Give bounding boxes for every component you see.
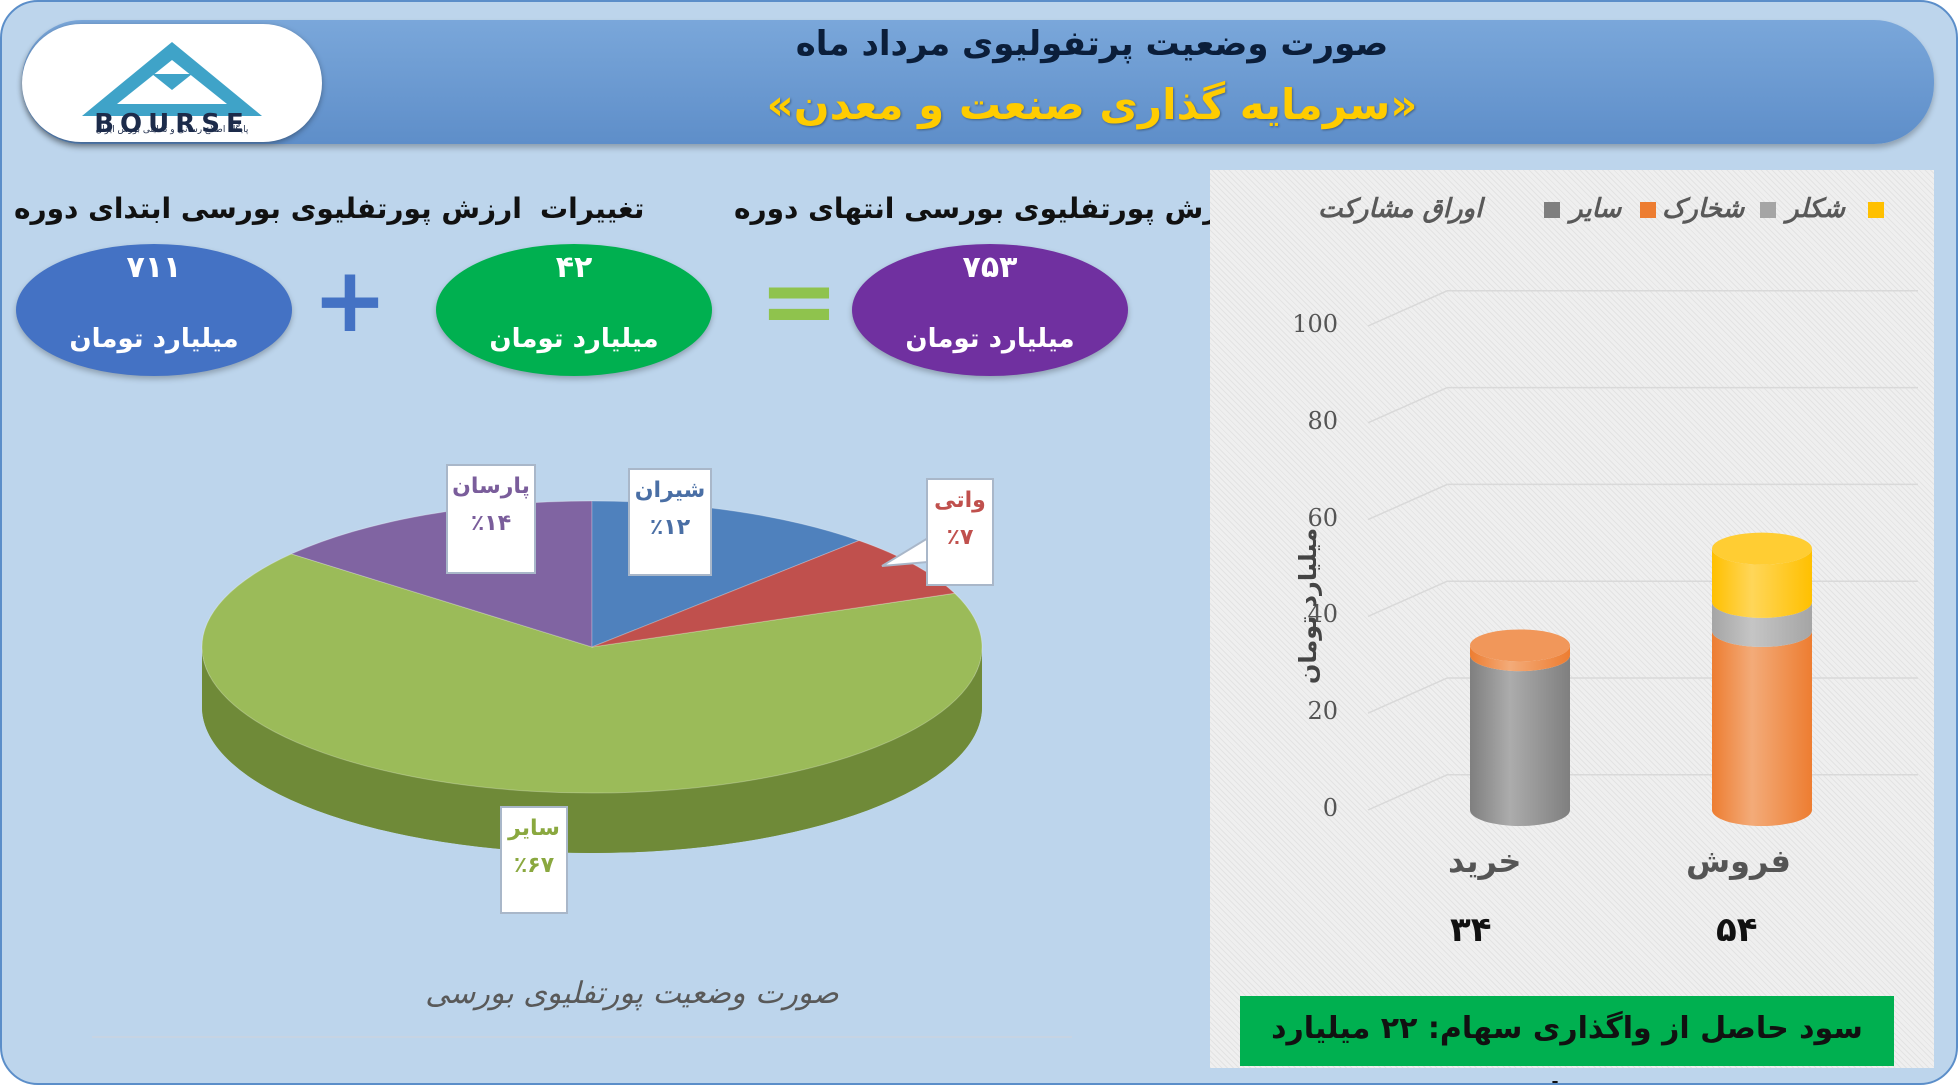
logo-tagline: پایگاه اطلاع رسانی و تحلیلی بورس ایران — [95, 125, 249, 135]
pie-label-parsan-pct: ٪۱۴ — [470, 511, 512, 536]
plus-sign: + — [312, 248, 388, 353]
logo: BOURSE پایگاه اطلاع رسانی و تحلیلی بورس … — [22, 24, 322, 142]
y-tick-label: 60 — [1307, 503, 1338, 532]
legend-swatch-sayer — [1640, 202, 1656, 218]
pie-chart-title: صورت وضعیت پورتفلیوی بورسی — [425, 976, 839, 1011]
page-subtitle: «سرمایه گذاری صنعت و معدن» — [766, 80, 1418, 129]
pie-label-vati-pct: ٪۷ — [946, 525, 974, 550]
pie-label-sayer-pct: ٪۶۷ — [513, 853, 555, 878]
legend-swatch-shekar — [1868, 202, 1884, 218]
bar-chart-ylabel: میلیارد تومان — [1294, 527, 1323, 685]
start-value-label: ارزش پورتفلیوی بورسی ابتدای دوره — [14, 192, 522, 225]
legend-swatch-shkharak — [1760, 202, 1776, 218]
logo-icon: BOURSE — [82, 42, 262, 139]
y-tick-label: 20 — [1307, 697, 1338, 726]
pie-label-shiran-pct: ٪۱۲ — [649, 515, 691, 540]
pie-label-sayer-name: سایر — [508, 816, 560, 841]
start-value: ۷۱۱ — [126, 250, 182, 285]
end-value-ellipse: ۷۵۳ میلیارد تومان — [852, 244, 1128, 376]
legend-swatch-oragh — [1544, 202, 1560, 218]
page-title: صورت وضعیت پرتفولیوی مرداد ماه — [795, 24, 1389, 64]
start-value-ellipse: ۷۱۱ میلیارد تومان — [16, 244, 292, 376]
start-value-unit: میلیارد تومان — [69, 324, 239, 354]
bar-value-buy: ۳۴ — [1450, 910, 1492, 950]
header-banner — [22, 20, 1934, 144]
y-tick-label: 80 — [1307, 406, 1338, 435]
equals-sign: = — [758, 245, 840, 357]
change-label: تغییرات — [540, 192, 645, 225]
end-value: ۷۵۳ — [962, 250, 1018, 285]
change-value-ellipse: ۴۲ میلیارد تومان — [436, 244, 712, 376]
y-tick-label: 40 — [1307, 600, 1338, 629]
profit-banner: سود حاصل از واگذاری سهام: ۲۲ میلیارد توم… — [1240, 996, 1894, 1083]
pie-label-vati: واتی ٪۷ — [926, 478, 994, 586]
legend-label-oragh: اوراق مشارکت — [1318, 194, 1483, 224]
bar-category-buy: خرید — [1448, 842, 1522, 880]
bar-value-sell: ۵۴ — [1716, 910, 1758, 950]
change-value: ۴۲ — [555, 250, 593, 285]
pie-side-wall — [202, 647, 982, 853]
pie-slice-sayer — [201, 553, 983, 794]
end-value-unit: میلیارد تومان — [905, 324, 1075, 354]
bar-category-sell: فروش — [1686, 842, 1791, 880]
legend-label-shekar: شکلر — [1786, 194, 1846, 224]
pie-slice-vati — [591, 540, 956, 648]
pie-label-parsan: پارسان ٪۱۴ — [446, 464, 536, 574]
change-value-unit: میلیارد تومان — [489, 324, 659, 354]
y-tick-label: 0 — [1322, 794, 1338, 822]
pie-label-vati-name: واتی — [934, 488, 986, 513]
legend-label-sayer: سایر — [1570, 194, 1622, 224]
pie-label-shiran-name: شیران — [634, 478, 706, 503]
legend-label-shkharak: شخارک — [1662, 194, 1745, 224]
y-tick-label: 100 — [1292, 310, 1338, 338]
divider — [92, 1036, 1072, 1038]
pie-label-shiran: شیران ٪۱۲ — [628, 468, 712, 576]
pie-label-sayer: سایر ٪۶۷ — [500, 806, 568, 914]
logo-text: BOURSE — [94, 109, 250, 139]
end-value-label: ارزش پورتفلیوی بورسی انتهای دوره — [734, 192, 1246, 225]
pie-label-parsan-name: پارسان — [452, 474, 530, 499]
